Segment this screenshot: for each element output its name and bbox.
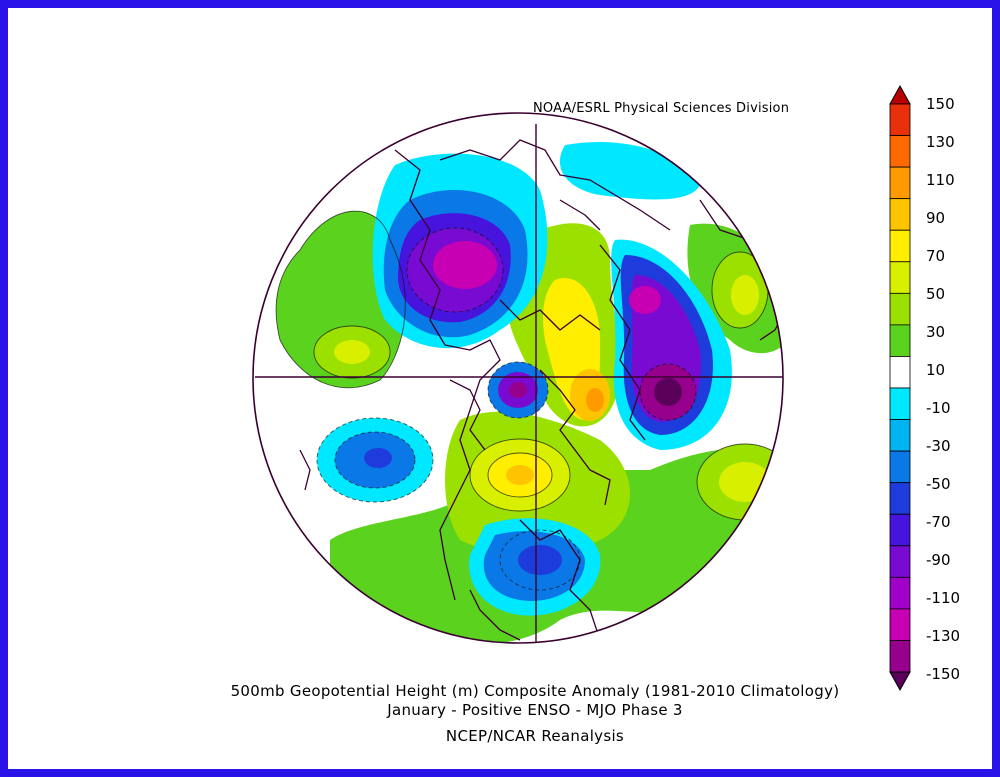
caption-title: 500mb Geopotential Height (m) Composite … <box>230 682 840 700</box>
colorbar-label: -10 <box>926 399 951 417</box>
colorbar-swatch <box>889 513 911 547</box>
colorbar-label: 50 <box>926 285 946 303</box>
colorbar-swatch <box>889 419 911 452</box>
colorbar-label: -110 <box>926 589 961 607</box>
negative-anomaly-areas <box>317 141 732 616</box>
colorbar-swatch <box>889 261 911 294</box>
colorbar-label: -30 <box>926 437 951 455</box>
caption-subtitle: January - Positive ENSO - MJO Phase 3 <box>387 701 683 719</box>
colorbar-swatch <box>889 292 911 326</box>
colorbar-label: -70 <box>926 513 951 531</box>
colorbar-swatch <box>889 482 911 515</box>
colorbar-min-arrow <box>889 671 911 692</box>
colorbar <box>889 84 911 692</box>
colorbar-label: -50 <box>926 475 951 493</box>
colorbar-label: 130 <box>926 133 955 151</box>
colorbar-label: 110 <box>926 171 955 189</box>
colorbar-label: -90 <box>926 551 951 569</box>
colorbar-swatch <box>889 324 911 357</box>
colorbar-label: 30 <box>926 323 946 341</box>
colorbar-label: 70 <box>926 247 946 265</box>
colorbar-swatch <box>889 387 911 420</box>
colorbar-swatch <box>889 608 911 641</box>
colorbar-swatch <box>889 640 911 673</box>
colorbar-max-arrow <box>889 84 911 105</box>
colorbar-label: -130 <box>926 627 961 645</box>
colorbar-label: 90 <box>926 209 946 227</box>
colorbar-swatch <box>889 545 911 578</box>
colorbar-label: 150 <box>926 95 955 113</box>
colorbar-swatch <box>889 356 911 389</box>
colorbar-swatch <box>889 166 911 200</box>
colorbar-swatch <box>889 576 911 610</box>
colorbar-label: 10 <box>926 361 946 379</box>
credit-text: NOAA/ESRL Physical Sciences Division <box>533 101 790 116</box>
colorbar-swatch <box>889 135 911 168</box>
colorbar-swatch <box>889 450 911 484</box>
colorbar-label: -150 <box>926 665 961 683</box>
colorbar-swatch <box>889 229 911 263</box>
anomaly-fill <box>253 113 783 643</box>
colorbar-swatch <box>889 103 911 136</box>
caption-source: NCEP/NCAR Reanalysis <box>445 727 625 745</box>
colorbar-swatch <box>889 198 911 231</box>
globe-outline <box>252 112 784 644</box>
